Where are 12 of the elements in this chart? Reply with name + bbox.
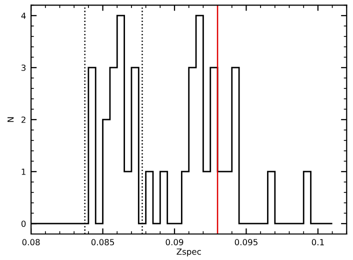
x-tick-label: 0.085 [91,239,114,246]
y-axis-title: N [8,117,14,122]
y-tick-label: 1 [22,168,26,175]
x-tick-label: 0.09 [166,239,184,246]
x-tick-label: 0.1 [312,239,324,246]
x-tick-label: 0.08 [22,239,40,246]
y-tick-label: 3 [22,64,26,71]
x-tick-label: 0.095 [234,239,258,246]
y-tick-label: 4 [21,12,26,19]
y-tick-label: 2 [22,116,26,123]
x-axis-title: Zspec [176,248,201,256]
y-tick-label: 0 [21,220,26,227]
